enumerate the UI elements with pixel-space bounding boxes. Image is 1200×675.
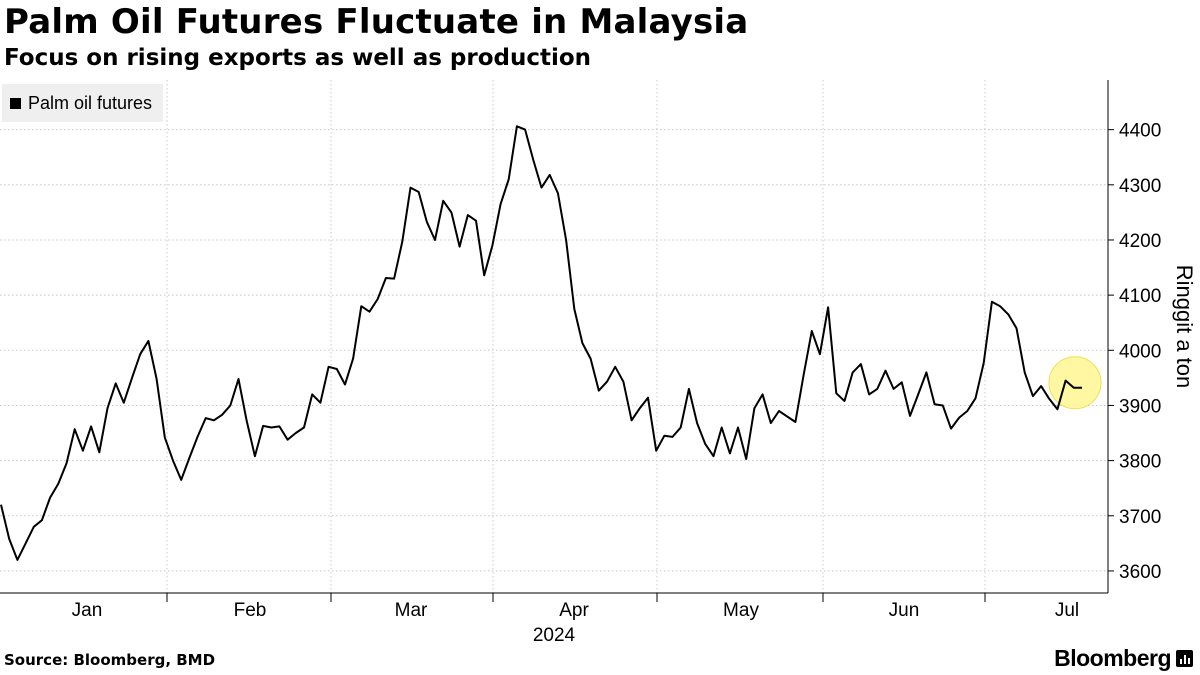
latest-value-highlight bbox=[1048, 356, 1102, 410]
y-tick-label: 4400 bbox=[1119, 121, 1161, 142]
source-note: Source: Bloomberg, BMD bbox=[4, 651, 216, 669]
y-axis-label: Ringgit a ton bbox=[1172, 265, 1197, 389]
chart-subtitle: Focus on rising exports as well as produ… bbox=[4, 45, 592, 71]
legend-label: Palm oil futures bbox=[28, 92, 153, 113]
x-tick-label: Feb bbox=[234, 600, 267, 621]
y-tick-label: 4000 bbox=[1119, 341, 1161, 362]
y-tick-label: 4300 bbox=[1119, 176, 1161, 197]
y-tick-label: 4100 bbox=[1119, 286, 1161, 307]
y-tick-label: 3700 bbox=[1119, 507, 1161, 528]
legend-swatch bbox=[10, 97, 21, 109]
chart-title: Palm Oil Futures Fluctuate in Malaysia bbox=[4, 2, 749, 42]
x-tick-label: Apr bbox=[559, 600, 589, 621]
y-tick-label: 4200 bbox=[1119, 231, 1161, 252]
brand-logo: Bloomberg bbox=[1054, 645, 1193, 672]
x-tick-label: Jun bbox=[889, 600, 920, 621]
legend: Palm oil futures bbox=[2, 84, 164, 122]
y-tick-label: 3600 bbox=[1119, 562, 1161, 583]
x-tick-label: Jan bbox=[72, 600, 103, 621]
x-tick-label: Mar bbox=[395, 600, 428, 621]
x-year-label: 2024 bbox=[533, 625, 576, 646]
brand-name: Bloomberg bbox=[1054, 645, 1171, 671]
x-tick-label: May bbox=[723, 600, 759, 621]
bloomberg-terminal-icon bbox=[1176, 650, 1193, 667]
x-tick-label: Jul bbox=[1055, 600, 1079, 621]
y-tick-label: 3900 bbox=[1119, 396, 1161, 417]
series-line-palm-oil-futures bbox=[0, 125, 1082, 561]
y-tick-label: 3800 bbox=[1119, 452, 1161, 473]
